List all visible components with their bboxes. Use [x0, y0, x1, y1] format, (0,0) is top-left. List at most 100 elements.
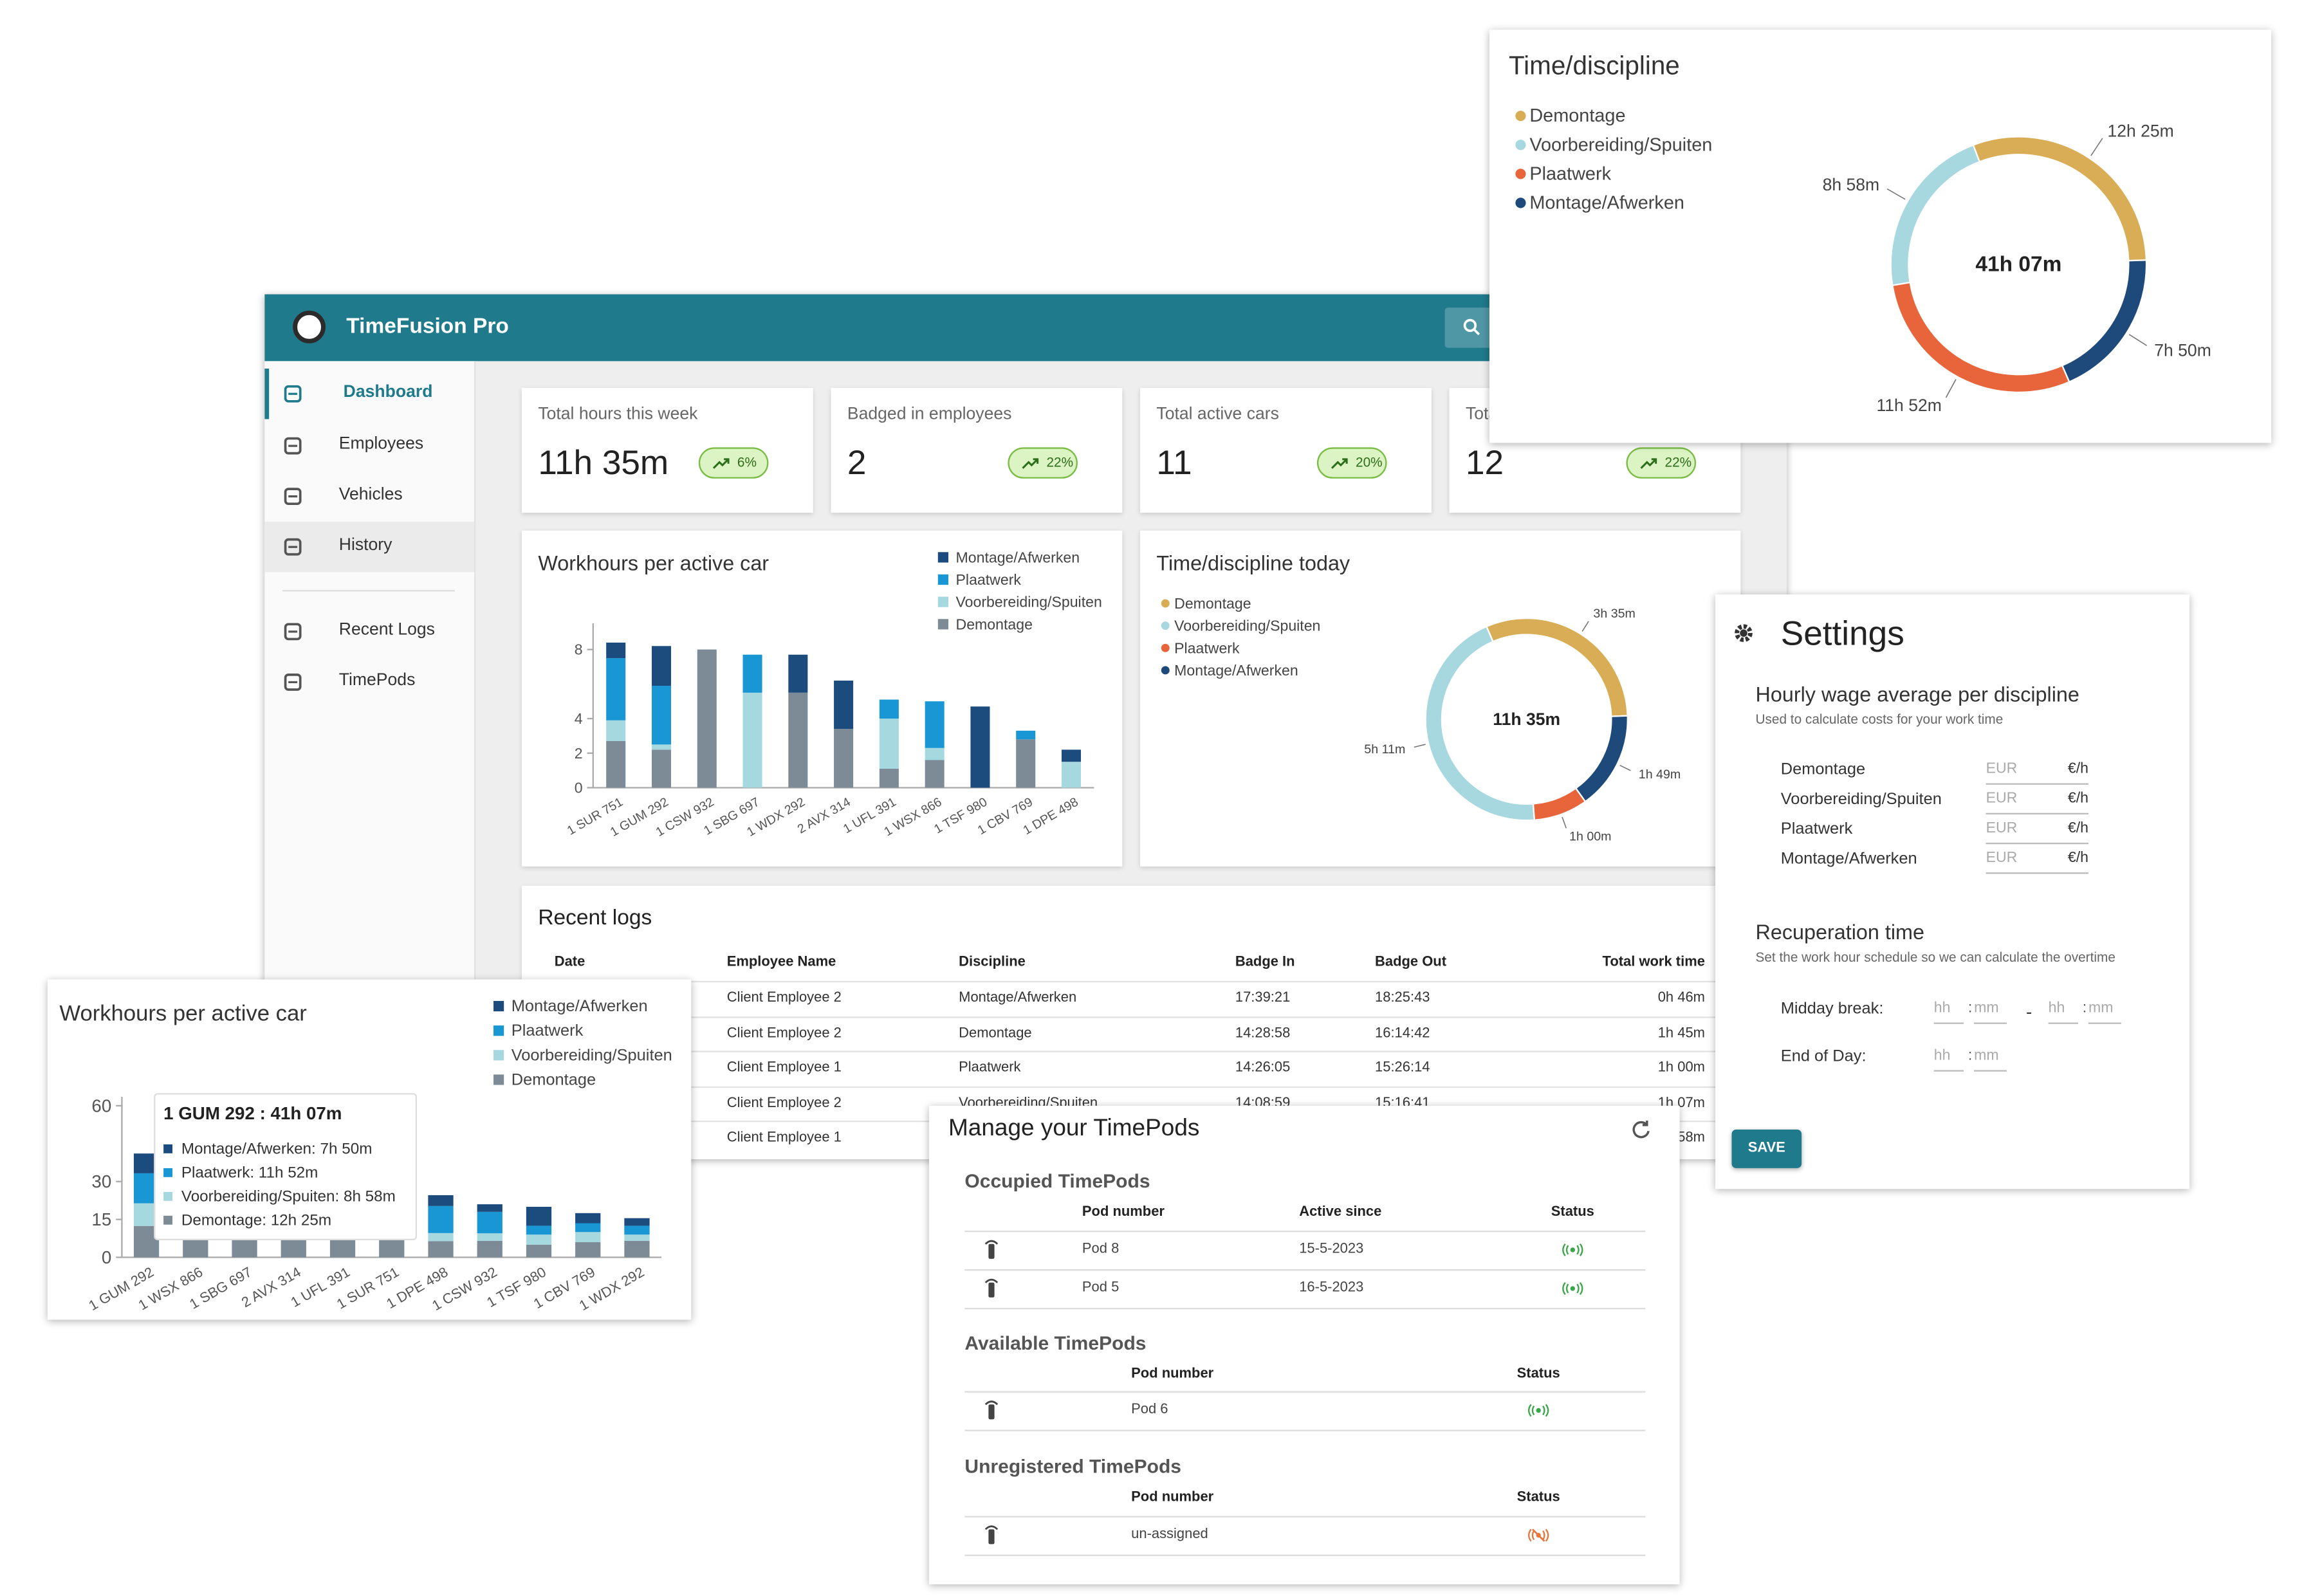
gear-hub [1740, 629, 1747, 637]
nav-item[interactable]: History [338, 537, 392, 555]
field-label: Demontage [1780, 760, 1866, 778]
tooltip-title: 1 GUM 292 : 41h 07m [163, 1103, 342, 1123]
nav-item[interactable]: Recent Logs [338, 621, 435, 640]
input-underline[interactable] [1986, 872, 2088, 874]
nav-item[interactable]: Employees [338, 436, 424, 454]
stat-change: 6% [698, 447, 769, 479]
bar-segment [575, 1223, 601, 1233]
time-separator: : [1968, 1000, 1973, 1017]
column-header: Badge In [1235, 954, 1295, 971]
nav-active-bar [264, 368, 270, 419]
input-underline[interactable] [1974, 1022, 2007, 1024]
section-title: Recuperation time [1755, 920, 1924, 944]
stat-card: Badged in employees 2 22% [831, 387, 1123, 513]
bar-segment [575, 1213, 601, 1224]
nav-icon-shape [284, 538, 302, 556]
input-placeholder: EUR [1986, 760, 2018, 778]
input-underline[interactable] [1986, 812, 2088, 815]
legend-label: Montage/Afwerken [956, 549, 1080, 565]
donut-segment [1890, 144, 1981, 286]
column-header: Badge Out [1375, 954, 1447, 971]
legend-label: Voorbereiding/Spuiten [1174, 618, 1320, 634]
input-placeholder: mm [2088, 1000, 2114, 1017]
bar-segment [1016, 739, 1036, 788]
status-waves [1562, 1282, 1583, 1295]
bar-segment [834, 680, 854, 729]
column-header: Pod number [1082, 1204, 1165, 1221]
bar-segment [329, 1240, 356, 1258]
legend-dot [1161, 599, 1170, 608]
nav-icon-shape [284, 488, 302, 506]
y-tick-label: 0 [575, 779, 583, 796]
refresh-icon[interactable] [1630, 1119, 1651, 1140]
column-header: Status [1516, 1489, 1560, 1506]
bar-segment [477, 1211, 502, 1234]
nav-item[interactable]: Vehicles [338, 486, 403, 504]
column-header: Pod number [1131, 1489, 1214, 1506]
input-unit: €/h [2067, 820, 2088, 837]
nav-item[interactable]: Dashboard [343, 383, 433, 402]
stat-change-value: 20% [1356, 454, 1383, 470]
legend-swatch [493, 1050, 504, 1061]
value-label: 8h 58m [1823, 175, 1880, 194]
pod-signal [984, 1278, 999, 1283]
today-chart: Time/discipline today 3h 35m 5h 11m 1h 00m 1… [1156, 552, 1681, 844]
donut-segment [1485, 617, 1628, 717]
table-cell: Client Employee 1 [726, 1130, 842, 1146]
column-header: Status [1516, 1366, 1560, 1383]
stat-change-value: 6% [737, 454, 757, 470]
input-placeholder: mm [1974, 1047, 1999, 1065]
table-cell: Client Employee 2 [726, 1025, 842, 1043]
bar-segment [651, 646, 672, 686]
input-placeholder: hh [2048, 1000, 2065, 1017]
bar-segment [651, 686, 672, 745]
tooltip-item: Plaatwerk: 11h 52m [181, 1164, 318, 1181]
bar-segment [232, 1237, 257, 1258]
status-icon [1528, 1528, 1549, 1542]
field-label: Plaatwerk [1780, 820, 1853, 838]
input-underline[interactable] [2088, 1022, 2121, 1024]
tooltip-item: Montage/Afwerken: 7h 50m [181, 1140, 373, 1157]
row-separator [538, 1016, 1723, 1018]
stat-label: Total active cars [1156, 406, 1279, 425]
stat-card: Total active cars 11 20% [1140, 387, 1432, 513]
legend-label: Plaatwerk [1174, 639, 1240, 656]
table-cell: Pod 6 [1131, 1402, 1168, 1418]
today-card: Time/discipline today 3h 35m 5h 11m 1h 00m 1… [1140, 530, 1741, 867]
tooltip-swatch [163, 1168, 172, 1177]
input-underline[interactable] [1986, 842, 2088, 845]
table-cell: Client Employee 1 [726, 1059, 842, 1077]
input-underline[interactable] [1974, 1070, 2007, 1072]
bar-segment [1061, 762, 1082, 788]
pod-signal [984, 1525, 999, 1530]
input-underline[interactable] [1986, 783, 2088, 785]
trend-arrow [712, 457, 730, 468]
nav-icon [284, 538, 302, 556]
input-underline[interactable] [1933, 1070, 1964, 1072]
section-hint: Used to calculate costs for your work ti… [1755, 711, 2004, 726]
save-button[interactable]: SAVE [1731, 1129, 1802, 1168]
pod-body [988, 1243, 995, 1259]
bar-segment [526, 1206, 552, 1226]
tooltip-item: Demontage: 12h 25m [181, 1211, 331, 1229]
week-chart: Time/discipline 12h 25m 8h 58m 11h 52m 7h 50… [1509, 51, 2211, 416]
nav-item[interactable]: TimePods [338, 672, 416, 690]
row-separator [964, 1230, 1646, 1233]
legend-swatch [937, 552, 948, 563]
value-label: 7h 50m [2154, 341, 2211, 360]
input-underline[interactable] [1933, 1022, 1964, 1024]
y-tick-label: 30 [91, 1171, 111, 1191]
bar-segment [925, 701, 945, 748]
donut-segment [1532, 787, 1587, 821]
bar-segment [183, 1237, 208, 1258]
chart-title: Workhours per active car [59, 1002, 306, 1026]
leader-line [1619, 764, 1631, 771]
legend-dot [1161, 621, 1170, 630]
bar-segment [526, 1244, 552, 1258]
input-underline[interactable] [2048, 1022, 2078, 1024]
column-header: Pod number [1131, 1366, 1214, 1383]
bar-segment [526, 1225, 552, 1235]
legend-label: Voorbereiding/Spuiten [1529, 134, 1712, 155]
